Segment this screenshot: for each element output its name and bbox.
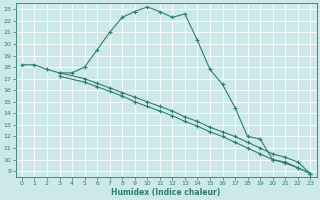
- X-axis label: Humidex (Indice chaleur): Humidex (Indice chaleur): [111, 188, 221, 197]
